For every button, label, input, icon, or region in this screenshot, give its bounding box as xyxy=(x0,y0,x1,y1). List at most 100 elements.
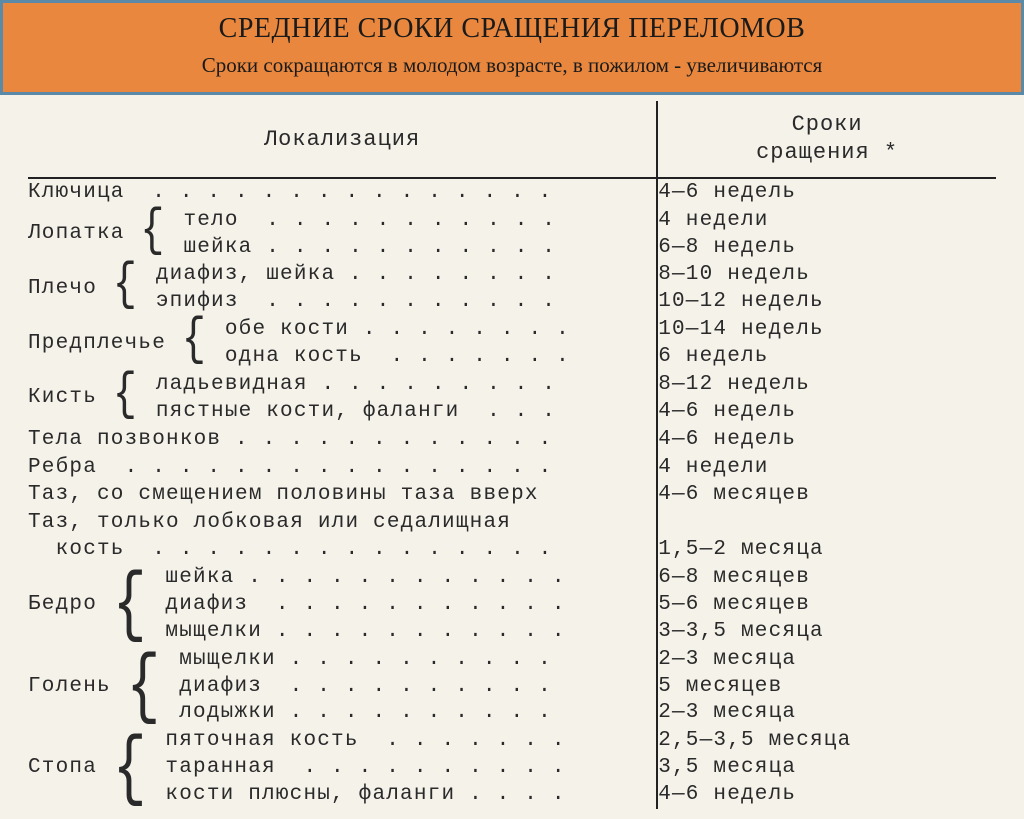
duration-cell: 8—10 недель10—12 недель xyxy=(657,262,996,317)
group-sublines: ладьевидная . . . . . . . . . пястные ко… xyxy=(142,372,556,426)
duration-value: 4—6 недель xyxy=(658,399,996,426)
col-header-localization: Локализация xyxy=(28,101,657,178)
col-header-duration-l1: Сроки xyxy=(658,111,996,139)
table-row: Стопа { пяточная кость . . . . . . . тар… xyxy=(28,728,996,810)
sub-localization: ладьевидная . . . . . . . . . xyxy=(142,372,556,399)
sub-localization: диафиз, шейка . . . . . . . . xyxy=(142,262,556,289)
table-row: Кисть { ладьевидная . . . . . . . . . пя… xyxy=(28,371,996,426)
loc-cell: Таз, только лобковая или седалищная кост… xyxy=(28,510,657,565)
duration-value: 3,5 месяца xyxy=(658,755,996,782)
duration-value: 5 месяцев xyxy=(658,674,996,701)
group-label: Плечо xyxy=(28,276,111,303)
group-label: Кисть xyxy=(28,385,111,412)
duration-value: 4 недели xyxy=(658,208,996,235)
duration-cell: 2,5—3,5 месяца3,5 месяца4—6 недель xyxy=(657,728,996,810)
duration-cell: 2—3 месяца5 месяцев2—3 месяца xyxy=(657,646,996,728)
table-row: Плечо { диафиз, шейка . . . . . . . . эп… xyxy=(28,262,996,317)
duration-value: 4—6 недель xyxy=(658,180,996,207)
loc-cell: Бедро { шейка . . . . . . . . . . . . ди… xyxy=(28,565,657,647)
loc-cell: Тела позвонков . . . . . . . . . . . . xyxy=(28,426,657,454)
duration-cell: 4 недели6—8 недель xyxy=(657,207,996,262)
loc-cell: Плечо { диафиз, шейка . . . . . . . . эп… xyxy=(28,262,657,317)
duration-cell: 10—14 недель6 недель xyxy=(657,317,996,372)
loc-cell: Ключица . . . . . . . . . . . . . . . xyxy=(28,179,657,207)
duration-cell: 8—12 недель4—6 недель xyxy=(657,371,996,426)
group-label: Предплечье xyxy=(28,331,180,358)
duration-value: 5—6 месяцев xyxy=(658,592,996,619)
table-row: Ребра . . . . . . . . . . . . . . . .4 н… xyxy=(28,454,996,482)
table-header-row: Локализация Сроки сращения * xyxy=(28,101,996,178)
table-row: Предплечье { обе кости . . . . . . . . о… xyxy=(28,317,996,372)
sub-localization: мыщелки . . . . . . . . . . . xyxy=(152,619,566,646)
duration-cell: 6—8 месяцев5—6 месяцев3—3,5 месяца xyxy=(657,565,996,647)
duration-cell: 4—6 недель xyxy=(657,426,996,454)
localization-text: Тела позвонков . . . . . . . . . . . . xyxy=(28,427,656,454)
duration-value: 4 недели xyxy=(658,455,996,482)
duration-value: 10—12 недель xyxy=(658,289,996,316)
group-sublines: мыщелки . . . . . . . . . . диафиз . . .… xyxy=(165,647,551,728)
table-row: Бедро { шейка . . . . . . . . . . . . ди… xyxy=(28,565,996,647)
scanned-table-region: Локализация Сроки сращения * Ключица . .… xyxy=(0,95,1024,819)
sub-localization: шейка . . . . . . . . . . . . xyxy=(152,565,566,592)
duration-cell: 4 недели xyxy=(657,454,996,482)
sub-localization: шейка . . . . . . . . . . . xyxy=(170,235,556,262)
duration-value: 6 недель xyxy=(658,344,996,371)
loc-cell: Стопа { пяточная кость . . . . . . . тар… xyxy=(28,728,657,810)
slide-subtitle: Сроки сокращаются в молодом возрасте, в … xyxy=(23,53,1001,78)
fracture-healing-table: Локализация Сроки сращения * Ключица . .… xyxy=(28,101,996,809)
group-label: Стопа xyxy=(28,755,111,782)
group-label: Лопатка xyxy=(28,221,138,248)
sub-localization: одна кость . . . . . . . xyxy=(211,344,570,371)
duration-value: 8—12 недель xyxy=(658,372,996,399)
table-row: Таз, со смещением половины таза вверх4—6… xyxy=(28,482,996,510)
group-sublines: обе кости . . . . . . . . одна кость . .… xyxy=(211,317,570,371)
sub-localization: пяточная кость . . . . . . . xyxy=(152,728,566,755)
duration-cell: 4—6 месяцев xyxy=(657,482,996,510)
localization-text: Таз, со смещением половины таза вверх xyxy=(28,482,656,509)
duration-value: 6—8 месяцев xyxy=(658,565,996,592)
loc-cell: Голень { мыщелки . . . . . . . . . . диа… xyxy=(28,646,657,728)
duration-cell: 1,5—2 месяца xyxy=(657,510,996,565)
sub-localization: пястные кости, фаланги . . . xyxy=(142,399,556,426)
duration-value: 3—3,5 месяца xyxy=(658,619,996,646)
duration-value: 4—6 месяцев xyxy=(658,482,996,509)
sub-localization: диафиз . . . . . . . . . . . xyxy=(152,592,566,619)
table-row: Ключица . . . . . . . . . . . . . . .4—6… xyxy=(28,179,996,207)
sub-localization: таранная . . . . . . . . . . xyxy=(152,755,566,782)
duration-value: 2,5—3,5 месяца xyxy=(658,728,996,755)
sub-localization: лодыжки . . . . . . . . . . xyxy=(165,700,551,727)
duration-value: 8—10 недель xyxy=(658,262,996,289)
table-body: Ключица . . . . . . . . . . . . . . .4—6… xyxy=(28,179,996,809)
sub-localization: обе кости . . . . . . . . xyxy=(211,317,570,344)
slide-header: СРЕДНИЕ СРОКИ СРАЩЕНИЯ ПЕРЕЛОМОВ Сроки с… xyxy=(0,0,1024,95)
table-row: Тела позвонков . . . . . . . . . . . .4—… xyxy=(28,426,996,454)
sub-localization: мыщелки . . . . . . . . . . xyxy=(165,647,551,674)
loc-cell: Кисть { ладьевидная . . . . . . . . . пя… xyxy=(28,371,657,426)
duration-value: 1,5—2 месяца xyxy=(658,537,996,564)
duration-cell: 4—6 недель xyxy=(657,179,996,207)
table-row: Голень { мыщелки . . . . . . . . . . диа… xyxy=(28,646,996,728)
duration-value: 6—8 недель xyxy=(658,235,996,262)
sub-localization: диафиз . . . . . . . . . . xyxy=(165,674,551,701)
duration-value xyxy=(658,510,996,537)
table-row: Лопатка { тело . . . . . . . . . . . шей… xyxy=(28,207,996,262)
loc-cell: Предплечье { обе кости . . . . . . . . о… xyxy=(28,317,657,372)
group-sublines: тело . . . . . . . . . . . шейка . . . .… xyxy=(170,208,556,262)
duration-value: 2—3 месяца xyxy=(658,647,996,674)
loc-cell: Лопатка { тело . . . . . . . . . . . шей… xyxy=(28,207,657,262)
sub-localization: тело . . . . . . . . . . . xyxy=(170,208,556,235)
loc-cell: Таз, со смещением половины таза вверх xyxy=(28,482,657,510)
duration-value: 2—3 месяца xyxy=(658,700,996,727)
duration-value: 10—14 недель xyxy=(658,317,996,344)
group-sublines: шейка . . . . . . . . . . . . диафиз . .… xyxy=(152,565,566,646)
table-row: Таз, только лобковая или седалищная кост… xyxy=(28,510,996,565)
group-label: Голень xyxy=(28,674,125,701)
slide-title: СРЕДНИЕ СРОКИ СРАЩЕНИЯ ПЕРЕЛОМОВ xyxy=(23,13,1001,45)
group-sublines: пяточная кость . . . . . . . таранная . … xyxy=(152,728,566,809)
duration-value: 4—6 недель xyxy=(658,427,996,454)
col-header-duration-l2: сращения * xyxy=(658,139,996,167)
col-header-duration: Сроки сращения * xyxy=(657,101,996,178)
group-label: Бедро xyxy=(28,592,111,619)
localization-text: Ребра . . . . . . . . . . . . . . . . xyxy=(28,455,656,482)
duration-value: 4—6 недель xyxy=(658,782,996,809)
